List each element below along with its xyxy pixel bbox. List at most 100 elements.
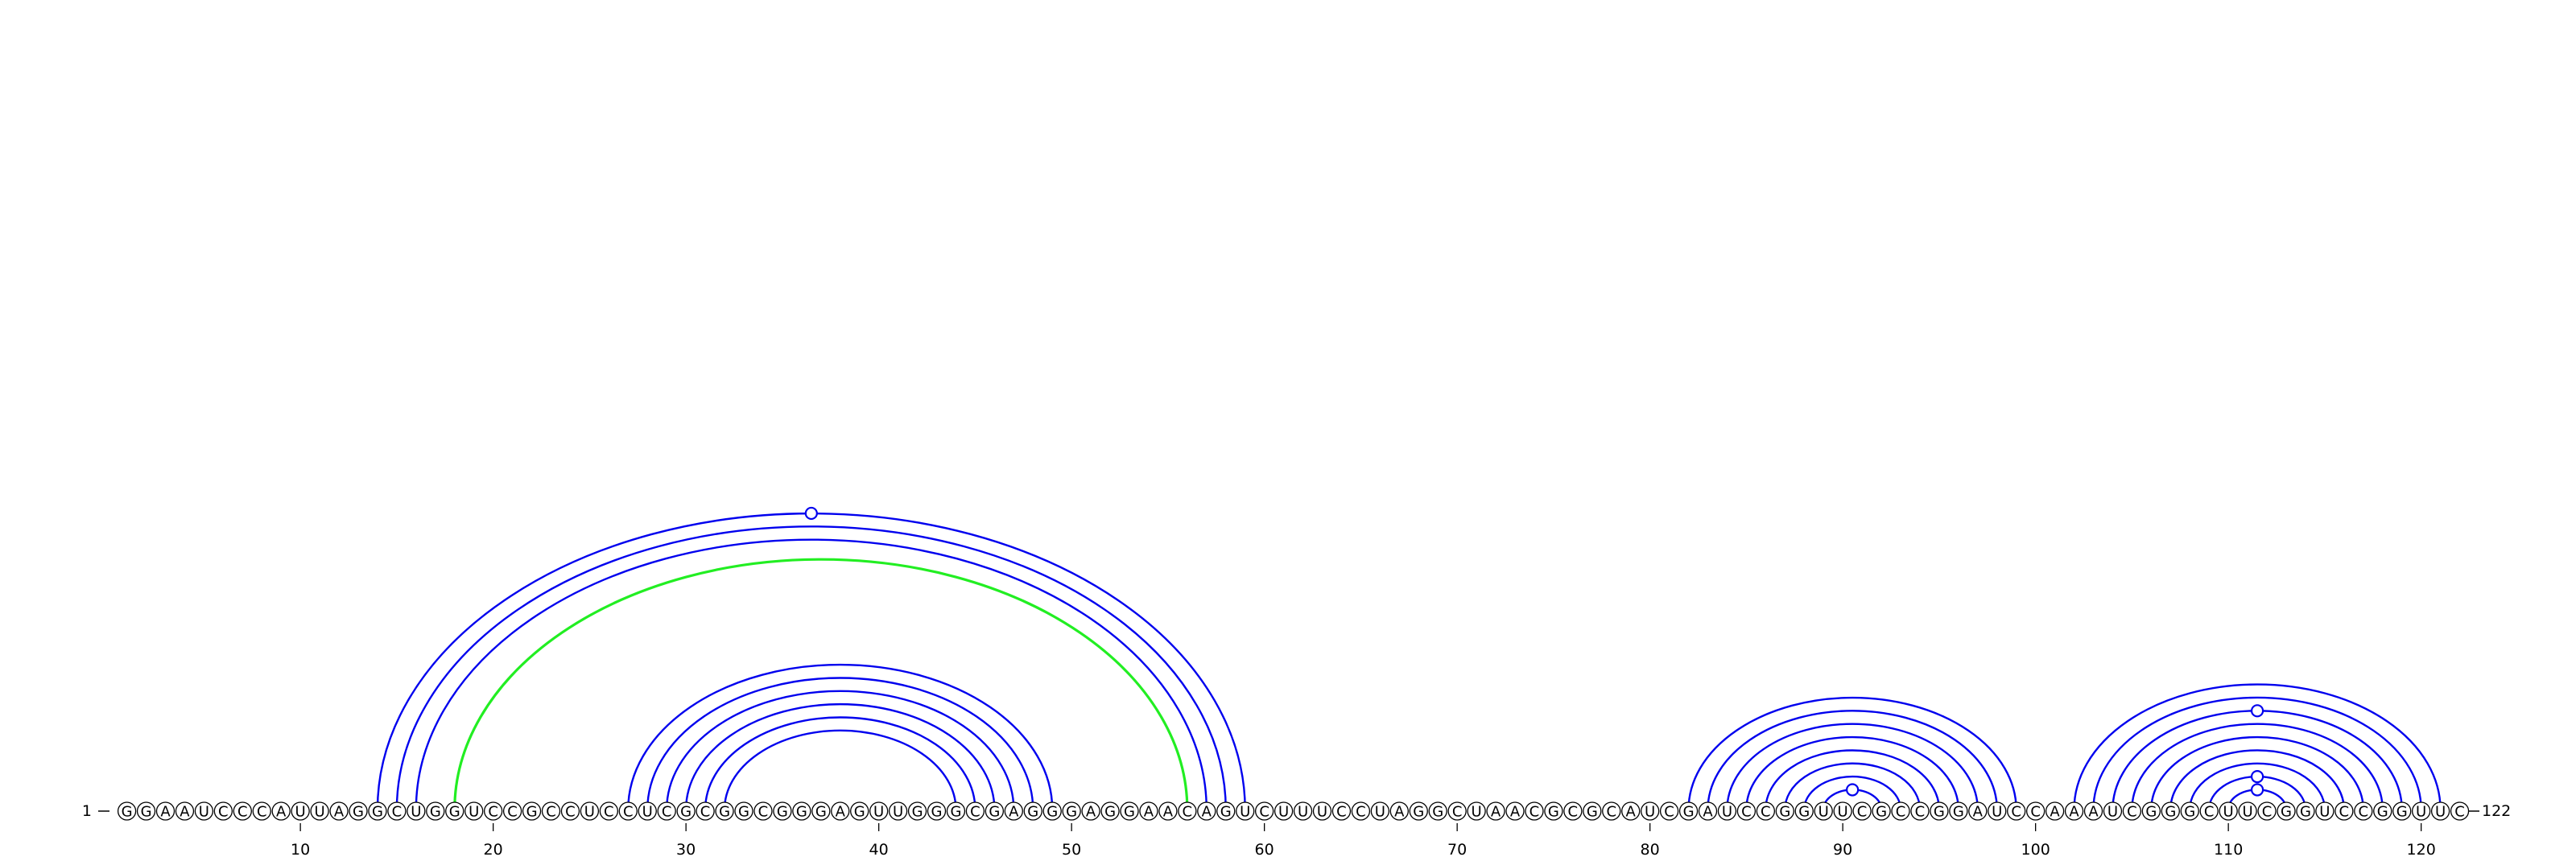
nucleotide: G [1583,801,1602,821]
nucleotide-letter: C [1259,804,1269,821]
nucleotide-circle [2354,801,2373,821]
nucleotide: G [1775,801,1794,821]
nucleotide: C [502,801,522,821]
nucleotide-circle [1756,801,1776,821]
nucleotide-circle [1236,801,1255,821]
nucleotide: C [1178,801,1197,821]
nucleotide-circle [1794,801,1814,821]
nucleotide-circle [618,801,638,821]
nucleotide-letter: G [2377,804,2388,821]
nucleotide-letter: G [2165,804,2176,821]
nucleotide-circle [2199,801,2219,821]
nucleotide: U [888,801,908,821]
nucleotide: C [2025,801,2046,821]
nucleotide-circle [1100,801,1120,821]
nucleotide: G [1023,801,1042,821]
nucleotide: G [734,801,753,821]
nucleotide-letter: G [122,804,133,821]
arc-marker [1846,783,1860,797]
base-pair-arc [453,558,1189,810]
nucleotide-letter: G [2281,804,2292,821]
nucleotide-circle [560,801,580,821]
nucleotide: C [1602,801,1621,821]
nucleotide: C [2450,801,2470,821]
nucleotide: A [155,801,175,821]
nucleotide-circle [291,801,310,821]
nucleotide-circle [1062,801,1081,821]
nucleotide-letter: C [758,804,769,821]
nucleotide: C [1736,801,1757,821]
nucleotide-circle [502,801,522,821]
nucleotide: G [117,801,137,821]
nucleotide: C [2007,801,2026,821]
nucleotide-letter: C [604,804,614,821]
nucleotide-circle [522,801,542,821]
nucleotide-circle [445,801,464,821]
arc-marker [804,506,818,521]
nucleotide: U [194,801,214,821]
nucleotide-circle [233,801,252,821]
base-pair-arc [2073,683,2442,810]
nucleotide-circle [599,801,618,821]
nucleotide-letter: C [392,804,402,821]
nucleotide-letter: U [2319,804,2330,821]
nucleotide-letter: C [2339,804,2350,821]
nucleotide: C [696,801,715,821]
base-pair-arc [1803,775,1902,810]
nucleotide: C [560,801,580,821]
nucleotide-letter: U [893,804,903,821]
nucleotide: C [1891,801,1910,821]
nucleotide-letter: U [1818,804,1829,821]
tick-label: 40 [869,841,889,858]
nucleotide-letter: A [180,804,190,821]
nucleotide-circle [1274,801,1294,821]
nucleotide-letter: A [1626,804,1637,821]
nucleotide: A [1486,801,1505,821]
nucleotide: G [2141,801,2161,821]
nucleotide-circle [1389,801,1409,821]
nucleotide-circle [869,801,889,821]
nucleotide: C [213,801,233,821]
nucleotide-letter: C [2454,804,2465,821]
nucleotide-letter: U [199,804,209,821]
nucleotide-circle [2161,801,2180,821]
nucleotide: A [1968,801,1988,821]
nucleotide: C [2199,801,2219,821]
nucleotide-circle [2141,801,2161,821]
sequence-end-label: 122 [2482,802,2511,820]
nucleotide-letter: C [662,804,672,821]
nucleotide-letter: G [854,804,865,821]
nucleotide-letter: U [642,804,653,821]
nucleotide-letter: G [1124,804,1135,821]
nucleotide-circle [734,801,753,821]
nucleotide: G [1062,801,1081,821]
nucleotide: G [1949,801,1968,821]
nucleotide-letter: G [141,804,152,821]
nucleotide-letter: A [1009,804,1019,821]
nucleotide-circle [1525,801,1544,821]
nucleotide-circle [1409,801,1428,821]
nucleotide-circle [715,801,734,821]
nucleotide-letter: U [584,804,595,821]
nucleotide: A [2064,801,2084,821]
nucleotide-letter: C [1568,804,1579,821]
nucleotide: U [1640,801,1660,821]
nucleotide: U [1293,801,1313,821]
nucleotide-circle [831,801,850,821]
nucleotide-letter: C [1761,804,1771,821]
nucleotide: U [407,801,426,821]
nucleotide-letter: G [1104,804,1116,821]
nucleotide: A [329,801,349,821]
nucleotide-letter: A [160,804,171,821]
nucleotide: C [387,801,407,821]
nucleotide: U [2219,801,2238,821]
nucleotide-letter: U [2243,804,2253,821]
nucleotide: U [2411,801,2431,821]
nucleotide: C [233,801,252,821]
nucleotide: C [1563,801,1583,821]
nucleotide: C [1255,801,1274,821]
nucleotide: G [1042,801,1062,821]
nucleotide-letter: U [411,804,421,821]
nucleotide-circle [811,801,831,821]
nucleotide-circle [2083,801,2103,821]
